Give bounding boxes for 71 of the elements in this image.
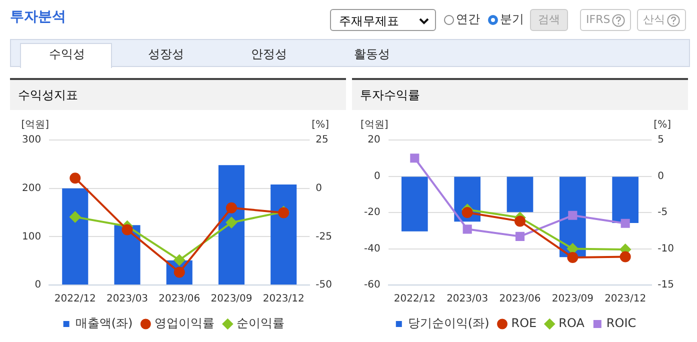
legend-label: ROA xyxy=(558,316,586,330)
y2-tick-label: -15 xyxy=(658,280,674,291)
y2-tick-label: -50 xyxy=(316,280,332,291)
y-tick-label: 0 xyxy=(34,280,42,291)
x-tick-label: 2023/09 xyxy=(210,294,252,305)
y2-tick-label: 0 xyxy=(316,182,322,194)
legend-label: 매출액(좌) xyxy=(75,316,133,330)
legend-label: 순이익률 xyxy=(236,316,285,330)
y-tick-label: 300 xyxy=(22,134,42,146)
point xyxy=(462,224,472,234)
y-tick-label: 20 xyxy=(368,134,380,146)
bar xyxy=(270,184,297,284)
text: 수익성 xyxy=(49,46,85,63)
legend-label: 당기순이익(좌) xyxy=(408,316,490,330)
point xyxy=(122,224,133,236)
x-tick-label: 2023/06 xyxy=(499,294,541,305)
text: 산식 xyxy=(643,12,665,28)
point xyxy=(515,232,525,241)
y2-tick-label: -25 xyxy=(316,231,332,242)
point xyxy=(70,211,81,222)
point xyxy=(514,216,526,227)
y-tick-label: -60 xyxy=(364,280,380,291)
point xyxy=(568,210,578,220)
y-axis-title: [억원] xyxy=(360,120,388,131)
y-tick-label: 100 xyxy=(22,231,42,242)
x-tick-label: 2023/03 xyxy=(446,294,488,305)
text: 활동성 xyxy=(354,46,390,63)
text: 투자분석 xyxy=(10,8,66,26)
y2-axis-title: [%] xyxy=(654,120,672,131)
bar xyxy=(218,165,245,284)
x-tick-label: 2023/03 xyxy=(106,294,148,305)
y-tick-label: -20 xyxy=(364,207,380,218)
text: 연간 xyxy=(456,11,480,28)
y-axis-title: [억원] xyxy=(21,120,50,131)
x-tick-label: 2022/12 xyxy=(54,294,96,305)
point xyxy=(226,217,237,228)
y2-tick-label: -10 xyxy=(658,243,674,254)
point xyxy=(620,251,631,262)
text: 안정성 xyxy=(251,46,287,63)
text: 분기 xyxy=(500,11,524,28)
x-tick-label: 2023/12 xyxy=(604,294,646,305)
point xyxy=(410,154,420,163)
chart-title: 투자수익률 xyxy=(352,80,688,110)
point xyxy=(620,218,630,228)
x-tick-label: 2023/09 xyxy=(552,294,594,305)
y-tick-label: 200 xyxy=(22,182,42,194)
x-tick-label: 2022/12 xyxy=(394,294,436,305)
x-tick-label: 2023/12 xyxy=(262,294,304,305)
y2-tick-label: 0 xyxy=(658,170,664,182)
bar xyxy=(114,225,140,284)
y2-tick-label: 5 xyxy=(658,134,664,146)
text: 검색 xyxy=(530,9,568,31)
text: 성장성 xyxy=(148,46,184,63)
text: 주재무제표 xyxy=(339,14,399,28)
x-tick-label: 2023/06 xyxy=(158,294,200,305)
point xyxy=(174,254,185,266)
point xyxy=(462,207,473,218)
point xyxy=(567,252,578,263)
point xyxy=(70,172,81,184)
legend-label: ROIC xyxy=(606,316,636,330)
legend-label: ROE xyxy=(511,316,537,330)
y-tick-label: -40 xyxy=(364,243,380,254)
legend-label: 영업이익률 xyxy=(154,316,215,330)
y2-axis-title: [%] xyxy=(312,120,330,131)
bar xyxy=(62,188,88,284)
point xyxy=(226,202,237,214)
y-tick-label: 0 xyxy=(374,170,380,182)
chart-title: 수익성지표 xyxy=(10,80,346,110)
text: IFRS xyxy=(586,12,610,28)
y2-tick-label: -5 xyxy=(658,207,668,218)
y2-tick-label: 25 xyxy=(316,134,328,146)
